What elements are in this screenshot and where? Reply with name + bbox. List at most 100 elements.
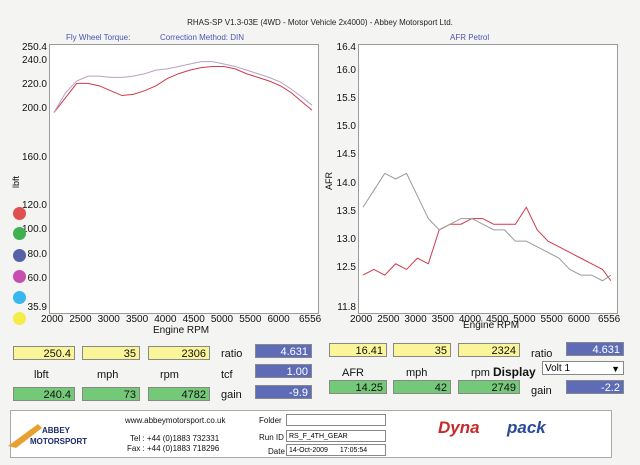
y-tick-label: 11.8 bbox=[337, 302, 356, 313]
rpm-label: rpm bbox=[160, 369, 179, 381]
series-line-0 bbox=[362, 206, 612, 282]
y-tick-label: 250.4 bbox=[21, 42, 47, 53]
x-tick-label: 3000 bbox=[97, 314, 120, 325]
gain-value: -9.9 bbox=[255, 385, 312, 399]
y-tick-label: 12.5 bbox=[336, 262, 356, 274]
folder-field[interactable] bbox=[286, 414, 386, 426]
x-tick-label: 5000 bbox=[513, 314, 536, 325]
x-tick-label: 4000 bbox=[458, 314, 482, 325]
afr-gain-value: -2.2 bbox=[566, 380, 624, 394]
x-tick-label: 2000 bbox=[41, 314, 64, 325]
y-tick-label: 15.5 bbox=[336, 92, 356, 104]
fax: Fax : +44 (0)1883 718296 bbox=[127, 444, 220, 453]
y-tick-label: 120.0 bbox=[21, 200, 47, 212]
series-line-1 bbox=[362, 172, 612, 282]
tcf-label: tcf bbox=[221, 369, 233, 381]
chevron-down-icon[interactable]: ▼ bbox=[611, 364, 620, 374]
gain-label: gain bbox=[221, 389, 242, 401]
red-channel-dot[interactable] bbox=[13, 207, 26, 220]
telephone: Tel : +44 (0)1883 732331 bbox=[130, 434, 220, 443]
magenta-channel-dot[interactable] bbox=[13, 270, 26, 283]
y-tick-label: 200.0 bbox=[21, 103, 47, 115]
ratio-label: ratio bbox=[221, 348, 243, 360]
afr-mph-label: mph bbox=[406, 367, 428, 379]
mph-value-2: 73 bbox=[82, 387, 140, 401]
afr-mph-value-2: 42 bbox=[393, 380, 451, 394]
x-tick-label: 4000 bbox=[154, 314, 177, 325]
tcf-value[interactable]: 1.00 bbox=[255, 364, 312, 378]
blue-channel-dot[interactable] bbox=[13, 249, 26, 262]
y-tick-label: 240.0 bbox=[21, 54, 47, 66]
torque-value-2: 240.4 bbox=[13, 387, 75, 401]
lbft-label: lbft bbox=[34, 369, 49, 381]
correction-method: Correction Method: DIN bbox=[160, 33, 245, 42]
cyan-channel-dot[interactable] bbox=[13, 291, 26, 304]
y-tick-label: 14.5 bbox=[336, 149, 356, 161]
display-select[interactable]: Volt 1 ▼ bbox=[542, 361, 624, 375]
y-tick-label: 15.0 bbox=[336, 121, 356, 133]
torque-chart-panel bbox=[49, 44, 319, 314]
afr-rpm-value-1: 2324 bbox=[458, 343, 520, 357]
y-tick-label: 100.0 bbox=[21, 224, 47, 236]
folder-label: Folder bbox=[259, 416, 282, 425]
x-tick-label: 6000 bbox=[567, 314, 590, 325]
logo-shape: ABBEY MOTORSPORT bbox=[8, 424, 87, 448]
series-line-0 bbox=[53, 65, 313, 113]
date-label: Date bbox=[268, 447, 285, 456]
mph-value-1: 35 bbox=[82, 346, 140, 360]
date-field[interactable]: 14-Oct-2009 17:05:54 bbox=[286, 444, 386, 456]
afr-unit-label: AFR bbox=[342, 367, 364, 379]
green-channel-dot[interactable] bbox=[13, 227, 26, 240]
y-tick-label: 16.4 bbox=[336, 42, 356, 53]
y-tick-label: 80.0 bbox=[27, 248, 47, 260]
torque-subtitle: Fly Wheel Torque: bbox=[66, 33, 131, 42]
x-tick-label: 5500 bbox=[540, 314, 563, 325]
x-tick-label: 3500 bbox=[125, 314, 149, 325]
x-tick-label: 4500 bbox=[486, 314, 509, 325]
display-label: Display bbox=[493, 365, 536, 379]
rpm-value-2: 4782 bbox=[148, 387, 210, 401]
rpm-value-1: 2306 bbox=[148, 346, 210, 360]
x-tick-label: 3000 bbox=[404, 314, 427, 325]
y-tick-label: 60.0 bbox=[27, 272, 47, 284]
dynapack-logo-2: pack bbox=[507, 418, 546, 437]
dynapack-logo: Dyna bbox=[438, 418, 480, 437]
afr-rpm-value-2: 2749 bbox=[458, 380, 520, 394]
afr-rpm-label: rpm bbox=[471, 367, 490, 379]
afr-chart bbox=[362, 172, 612, 282]
afr-value-1: 16.41 bbox=[329, 343, 387, 357]
x-tick-label: 5000 bbox=[210, 314, 234, 325]
x-tick-label: 2000 bbox=[350, 314, 373, 325]
date-value: 14-Oct-2009 bbox=[289, 447, 328, 454]
logo-text-1: ABBEY bbox=[42, 426, 71, 435]
y-tick-label: 16.0 bbox=[336, 64, 356, 76]
x-tick-label: 6000 bbox=[267, 314, 290, 325]
x-tick-label: 6556 bbox=[598, 314, 621, 325]
x-tick-label: 3500 bbox=[431, 314, 454, 325]
afr-gain-label: gain bbox=[531, 385, 552, 397]
afr-mph-value-1: 35 bbox=[393, 343, 451, 357]
torque-xlabel: Engine RPM bbox=[153, 325, 210, 336]
afr-chart-panel bbox=[358, 44, 618, 314]
afr-value-2: 14.25 bbox=[329, 380, 387, 394]
x-tick-label: 2500 bbox=[377, 314, 400, 325]
x-tick-label: 5500 bbox=[239, 314, 262, 325]
report-title: RHAS-SP V1.3-03E (4WD - Motor Vehicle 2x… bbox=[187, 18, 453, 27]
torque-ylabel: lbft bbox=[11, 175, 21, 188]
display-select-value: Volt 1 bbox=[545, 363, 571, 374]
y-tick-label: 14.0 bbox=[336, 177, 356, 189]
y-tick-label: 13.5 bbox=[336, 205, 356, 217]
ratio-value: 4.631 bbox=[255, 344, 312, 358]
mph-label: mph bbox=[97, 369, 119, 381]
y-tick-label: 13.0 bbox=[336, 234, 356, 246]
runid-field[interactable]: RS_F_4TH_GEAR bbox=[286, 430, 386, 442]
afr-ratio-value: 4.631 bbox=[566, 342, 624, 356]
y-tick-label: 35.9 bbox=[27, 302, 47, 313]
runid-label: Run ID bbox=[259, 433, 284, 442]
series-line-1 bbox=[53, 61, 313, 113]
y-tick-label: 220.0 bbox=[21, 78, 47, 90]
x-tick-label: 6556 bbox=[299, 314, 322, 325]
website[interactable]: www.abbeymotorsport.co.uk bbox=[125, 416, 226, 425]
x-tick-label: 2500 bbox=[69, 314, 92, 325]
yellow-channel-dot[interactable] bbox=[13, 312, 26, 325]
